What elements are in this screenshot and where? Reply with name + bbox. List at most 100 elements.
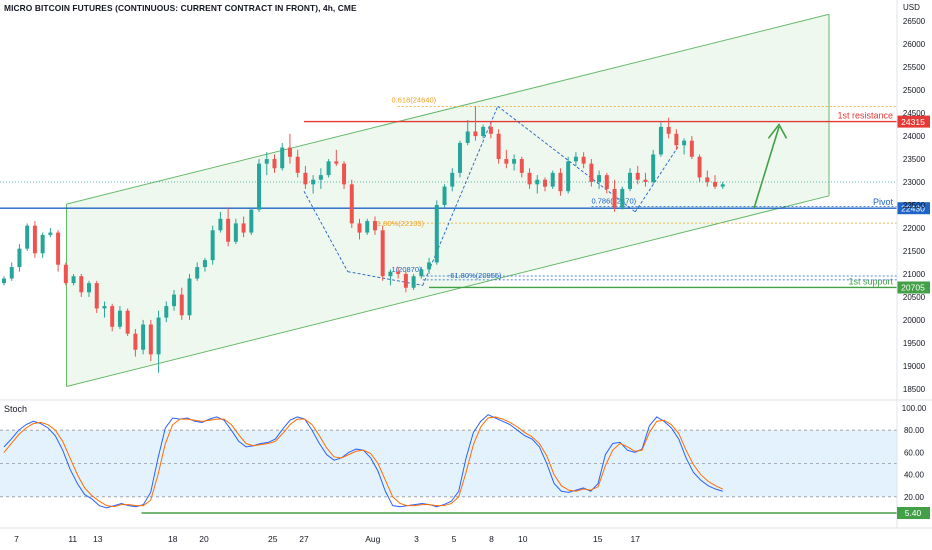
candle-body[interactable] [164, 306, 169, 318]
candle-body[interactable] [628, 172, 633, 189]
candle-body[interactable] [280, 147, 285, 169]
currency-label: USD [903, 3, 920, 12]
candle-body[interactable] [17, 248, 22, 268]
candle-body[interactable] [195, 267, 200, 279]
candle-body[interactable] [349, 184, 354, 224]
candle-body[interactable] [604, 175, 609, 189]
candle-body[interactable] [87, 283, 92, 293]
candle-body[interactable] [612, 188, 617, 208]
candle-body[interactable] [411, 276, 416, 288]
candle-body[interactable] [643, 179, 648, 183]
candle-body[interactable] [457, 142, 462, 173]
candle-body[interactable] [133, 333, 138, 350]
candle-body[interactable] [25, 225, 30, 249]
candle-body[interactable] [527, 172, 532, 185]
price-tick-label: 25000 [903, 86, 926, 95]
candle-body[interactable] [512, 159, 517, 164]
candle-body[interactable] [311, 179, 316, 185]
candle-body[interactable] [372, 221, 377, 231]
candle-body[interactable] [287, 147, 292, 157]
candle-body[interactable] [403, 273, 408, 288]
candle-body[interactable] [705, 177, 710, 183]
candle-body[interactable] [326, 161, 331, 176]
candle-body[interactable] [496, 133, 501, 160]
candle-body[interactable] [102, 306, 107, 309]
candle-body[interactable] [465, 131, 470, 143]
candle-body[interactable] [573, 156, 578, 162]
candle-body[interactable] [2, 278, 6, 284]
candle-body[interactable] [249, 209, 254, 233]
candle-body[interactable] [9, 267, 14, 279]
candle-body[interactable] [264, 159, 269, 164]
candle-body[interactable] [226, 218, 231, 242]
candle-body[interactable] [257, 163, 262, 210]
candle-body[interactable] [334, 161, 339, 164]
candle-body[interactable] [187, 278, 192, 316]
candle-body[interactable] [666, 126, 671, 134]
candle-body[interactable] [473, 131, 478, 137]
candle-body[interactable] [550, 172, 555, 187]
candle-body[interactable] [581, 156, 586, 164]
candle-body[interactable] [434, 205, 439, 263]
candle-body[interactable] [427, 262, 432, 270]
candle-body[interactable] [357, 223, 362, 233]
candle-body[interactable] [620, 188, 625, 208]
candle-body[interactable] [125, 310, 130, 334]
candle-body[interactable] [535, 179, 540, 185]
candle-body[interactable] [218, 218, 223, 231]
candle-body[interactable] [504, 159, 509, 164]
candle-body[interactable] [450, 172, 455, 187]
candle-body[interactable] [79, 276, 84, 293]
level-price-tag [897, 202, 930, 215]
candle-body[interactable] [342, 163, 347, 185]
candle-body[interactable] [635, 172, 640, 180]
candle-body[interactable] [295, 156, 300, 173]
candle-body[interactable] [63, 264, 68, 284]
candle-body[interactable] [110, 306, 115, 327]
candle-body[interactable] [380, 230, 385, 277]
candle-body[interactable] [233, 223, 238, 242]
candle-body[interactable] [48, 232, 53, 235]
candle-body[interactable] [318, 175, 323, 180]
candle-body[interactable] [365, 221, 370, 233]
candle-body[interactable] [71, 276, 76, 284]
candle-body[interactable] [396, 271, 401, 274]
candle-body[interactable] [597, 175, 602, 183]
candle-body[interactable] [651, 154, 656, 183]
candle-body[interactable] [202, 260, 207, 268]
candle-body[interactable] [388, 271, 393, 277]
candle-body[interactable] [566, 161, 571, 192]
candle-body[interactable] [519, 159, 524, 173]
candle-body[interactable] [689, 140, 694, 157]
candle-body[interactable] [156, 317, 161, 355]
stochastic-pane[interactable] [0, 414, 897, 514]
candle-body[interactable] [94, 283, 99, 309]
candle-body[interactable] [720, 184, 725, 187]
candle-body[interactable] [241, 223, 246, 233]
fib-annotation: 0.618(24640) [392, 96, 437, 105]
candle-body[interactable] [179, 294, 184, 316]
candle-body[interactable] [210, 230, 215, 261]
candle-body[interactable] [558, 172, 563, 192]
candle-body[interactable] [303, 172, 308, 185]
candle-body[interactable] [589, 163, 594, 183]
candle-body[interactable] [141, 324, 146, 350]
candle-body[interactable] [488, 126, 493, 134]
candle-body[interactable] [272, 159, 277, 169]
candle-body[interactable] [542, 179, 547, 187]
candle-body[interactable] [117, 310, 122, 327]
candle-body[interactable] [56, 232, 61, 265]
candle-body[interactable] [713, 182, 718, 187]
candle-body[interactable] [481, 126, 486, 137]
candle-body[interactable] [682, 140, 687, 146]
candle-body[interactable] [172, 294, 177, 307]
price-pane[interactable]: 1st resistance Pivot 1st support 0.618(2464… [0, 13, 897, 387]
candle-body[interactable] [697, 156, 702, 178]
candle-body[interactable] [148, 324, 153, 355]
candle-body[interactable] [40, 234, 45, 254]
candle-body[interactable] [658, 126, 663, 155]
candle-body[interactable] [419, 269, 424, 277]
candle-body[interactable] [674, 133, 679, 146]
candle-body[interactable] [32, 225, 37, 254]
candle-body[interactable] [442, 186, 447, 205]
